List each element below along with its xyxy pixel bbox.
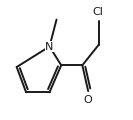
Text: N: N <box>45 42 54 51</box>
Text: O: O <box>84 95 93 105</box>
Text: Cl: Cl <box>92 7 103 17</box>
